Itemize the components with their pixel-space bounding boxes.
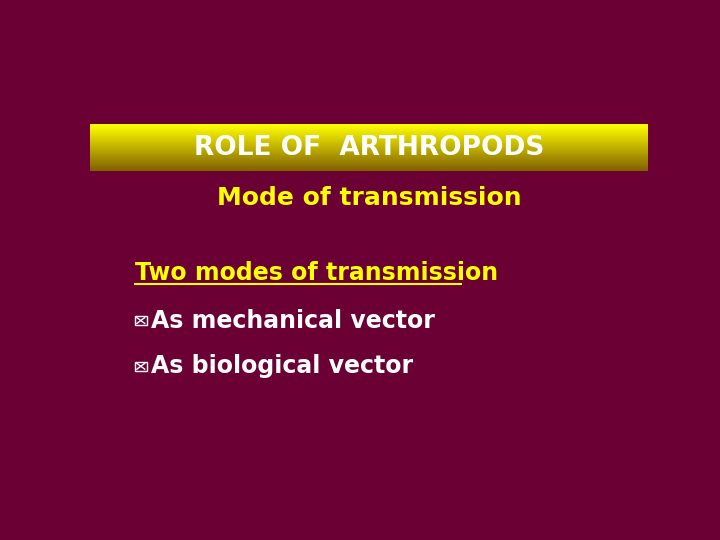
Bar (90, 154, 648, 155)
Bar (90, 134, 648, 135)
Bar (90, 136, 648, 137)
Bar (90, 144, 648, 145)
Bar (90, 144, 648, 145)
Bar (90, 170, 648, 171)
Bar (90, 140, 648, 141)
Bar (90, 148, 648, 150)
Bar (90, 139, 648, 140)
Bar (90, 125, 648, 126)
Bar (90, 158, 648, 159)
Bar (90, 170, 648, 171)
Bar (90, 124, 648, 125)
Bar (90, 148, 648, 149)
Bar (90, 163, 648, 164)
Bar (90, 162, 648, 163)
Bar (90, 129, 648, 130)
Text: Mode of transmission: Mode of transmission (217, 186, 521, 210)
Bar (90, 147, 648, 148)
Bar (90, 140, 648, 141)
Bar (90, 167, 648, 168)
Bar (90, 161, 648, 162)
Bar (90, 149, 648, 150)
Bar (90, 165, 648, 166)
Bar (90, 135, 648, 136)
Bar (90, 157, 648, 158)
Bar (90, 127, 648, 129)
Bar (90, 147, 648, 149)
Bar (90, 157, 648, 158)
Bar (90, 125, 648, 126)
Bar (90, 153, 648, 154)
Bar (90, 126, 648, 127)
Bar (90, 150, 648, 151)
Bar (90, 152, 648, 153)
Bar (90, 146, 648, 147)
Bar (90, 126, 648, 127)
Bar (90, 156, 648, 157)
Bar (90, 161, 648, 163)
Bar (90, 133, 648, 134)
Bar (90, 132, 648, 133)
Bar (90, 134, 648, 136)
Bar (90, 168, 648, 169)
Bar (90, 145, 648, 146)
Bar (90, 127, 648, 128)
Bar (90, 151, 648, 152)
Bar (90, 139, 648, 140)
Bar (90, 143, 648, 144)
Bar (90, 153, 648, 154)
Bar (90, 166, 648, 167)
Bar (90, 159, 648, 160)
Bar (90, 136, 648, 137)
Bar (90, 129, 648, 130)
Bar (90, 169, 648, 170)
Text: As biological vector: As biological vector (151, 354, 413, 378)
Text: As mechanical vector: As mechanical vector (151, 308, 435, 333)
Bar (90, 154, 648, 156)
Bar (90, 160, 648, 161)
Bar (90, 141, 648, 143)
Bar (90, 137, 648, 138)
Bar (90, 141, 648, 142)
Bar (90, 165, 648, 166)
Bar (90, 150, 648, 151)
Bar (90, 164, 648, 165)
Bar (90, 132, 648, 133)
FancyBboxPatch shape (135, 316, 147, 325)
Bar (90, 152, 648, 153)
Bar (90, 159, 648, 160)
Bar (90, 142, 648, 143)
Text: Two modes of transmission: Two modes of transmission (135, 261, 498, 285)
Bar (90, 138, 648, 139)
Bar (90, 151, 648, 152)
Bar (90, 160, 648, 161)
Bar (90, 167, 648, 168)
Text: ROLE OF  ARTHROPODS: ROLE OF ARTHROPODS (194, 135, 544, 161)
Bar (90, 164, 648, 165)
Bar (90, 163, 648, 164)
Bar (90, 130, 648, 131)
Bar (90, 166, 648, 167)
Bar (90, 138, 648, 139)
Bar (90, 145, 648, 146)
Bar (90, 156, 648, 157)
Bar (90, 155, 648, 156)
Bar (90, 137, 648, 138)
Bar (90, 158, 648, 159)
Bar (90, 128, 648, 129)
Bar (90, 131, 648, 132)
Bar (90, 169, 648, 170)
Bar (90, 131, 648, 132)
FancyBboxPatch shape (135, 362, 147, 371)
